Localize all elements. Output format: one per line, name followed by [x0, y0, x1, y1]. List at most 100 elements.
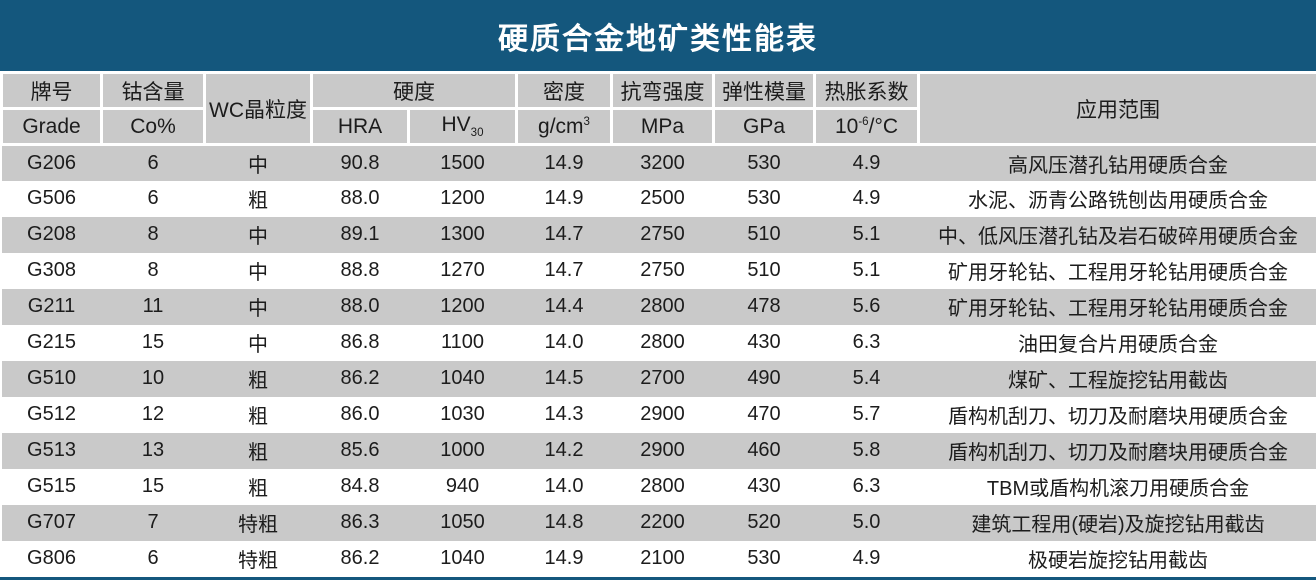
cell-co-content: 8: [147, 223, 159, 245]
cell-grade: G211: [27, 295, 76, 317]
cell-hv: 1200: [440, 187, 485, 209]
cell-co-content: 6: [147, 187, 159, 209]
cell-hv: 1030: [440, 403, 485, 425]
cell-grade: G208: [27, 223, 76, 245]
cell-grade: G308: [27, 259, 76, 281]
cell-grade: G512: [27, 403, 76, 425]
cell-flexural-strength: 2750: [640, 259, 685, 281]
cell-elastic-modulus: 510: [747, 223, 781, 245]
cell-hra: 85.6: [340, 439, 380, 461]
cell-wc-grain: 特粗: [238, 514, 278, 536]
cell-application: 矿用牙轮钻、工程用牙轮钻用硬质合金: [948, 262, 1288, 284]
cell-flexural-strength: 2700: [640, 367, 685, 389]
page-title: 硬质合金地矿类性能表: [498, 22, 818, 56]
cell-hra: 90.8: [340, 151, 380, 174]
cell-hra: 89.1: [340, 223, 380, 245]
thermal-rest: /°C: [868, 114, 899, 138]
cell-hra: 86.3: [340, 511, 380, 533]
cell-hra: 86.0: [340, 403, 380, 425]
cell-elastic-modulus: 430: [747, 475, 781, 497]
cell-application: 中、低风压潜孔钻及岩石破碎用硬质合金: [938, 226, 1298, 248]
cell-hra: 86.8: [340, 331, 380, 353]
cell-flexural-strength: 2500: [640, 187, 685, 209]
table-row: G206 6 中 90.8 1500 14.9 3200 530 4.9 高风压…: [1, 144, 1316, 181]
cell-elastic-modulus: 530: [747, 547, 781, 569]
title-banner: 硬质合金地矿类性能表: [0, 0, 1316, 71]
cell-flexural-strength: 2200: [640, 511, 685, 533]
cell-application: 高风压潜孔钻用硬质合金: [1008, 154, 1228, 177]
header-thermal-expansion: 热胀系数: [813, 71, 920, 110]
bottom-accent-bar: [0, 576, 1316, 580]
performance-table: 牌号 钴含量 WC晶粒度 硬度 密度 抗弯强度 弹性模量 热胀系数 应用范围 G…: [0, 71, 1316, 577]
header-hv: HV30: [407, 107, 518, 146]
cell-application: 建筑工程用(硬岩)及旋挖钻用截齿: [971, 514, 1265, 536]
cell-density: 14.9: [544, 547, 584, 569]
cell-thermal-expansion: 5.1: [852, 223, 881, 245]
cell-application: 极硬岩旋挖钻用截齿: [1028, 550, 1208, 572]
cell-elastic-modulus: 430: [747, 331, 781, 353]
table-row: G308 8 中 88.8 1270 14.7 2750 510 5.1 矿用牙…: [1, 252, 1316, 289]
cell-wc-grain: 中: [248, 262, 268, 284]
cell-flexural-strength: 2800: [640, 331, 685, 353]
table-row: G215 15 中 86.8 1100 14.0 2800 430 6.3 油田…: [1, 324, 1316, 361]
cell-wc-grain: 粗: [248, 370, 268, 392]
cell-hra: 84.8: [340, 475, 380, 497]
cell-hv: 1040: [440, 547, 485, 569]
cell-elastic-modulus: 510: [747, 259, 781, 281]
cell-hv: 1300: [440, 223, 485, 245]
header-elastic-modulus: 弹性模量: [712, 71, 816, 110]
cell-density: 14.7: [544, 259, 584, 281]
cell-density: 14.0: [544, 331, 584, 353]
cell-flexural-strength: 2900: [640, 403, 685, 425]
cell-hra: 86.2: [340, 547, 380, 569]
thermal-sup: -6: [858, 115, 869, 128]
cell-application: 盾构机刮刀、切刀及耐磨块用硬质合金: [948, 406, 1288, 428]
cell-thermal-expansion: 5.6: [852, 295, 881, 317]
cell-application: 矿用牙轮钻、工程用牙轮钻用硬质合金: [948, 298, 1288, 320]
header-hardness: 硬度: [310, 71, 518, 110]
cell-hv: 940: [445, 475, 480, 497]
cell-hra: 88.0: [340, 295, 380, 317]
cell-hv: 1000: [440, 439, 485, 461]
cell-application: 盾构机刮刀、切刀及耐磨块用硬质合金: [948, 442, 1288, 464]
cell-hv: 1500: [440, 151, 485, 174]
cell-density: 14.2: [544, 439, 584, 461]
header-modulus-unit: GPa: [712, 107, 816, 146]
cell-density: 14.7: [544, 223, 584, 245]
hv-base: HV: [441, 113, 471, 137]
cell-hra: 86.2: [340, 367, 380, 389]
cell-density: 14.0: [544, 475, 584, 497]
cell-elastic-modulus: 470: [747, 403, 781, 425]
header-density: 密度: [515, 71, 613, 110]
cell-density: 14.9: [544, 151, 584, 174]
table-row: G707 7 特粗 86.3 1050 14.8 2200 520 5.0 建筑…: [1, 504, 1316, 541]
cell-flexural-strength: 2800: [640, 475, 685, 497]
cell-hra: 88.8: [340, 259, 380, 281]
table-row: G208 8 中 89.1 1300 14.7 2750 510 5.1 中、低…: [1, 216, 1316, 253]
thermal-base: 10: [834, 114, 859, 138]
cell-thermal-expansion: 5.0: [852, 511, 881, 533]
cell-co-content: 15: [141, 475, 165, 497]
cell-density: 14.4: [544, 295, 584, 317]
cell-thermal-expansion: 5.1: [852, 259, 881, 281]
cell-hv: 1100: [440, 331, 484, 353]
cell-grade: G206: [27, 151, 76, 174]
cell-density: 14.8: [544, 511, 584, 533]
header-row-1: 牌号 钴含量 WC晶粒度 硬度 密度 抗弯强度 弹性模量 热胀系数 应用范围: [0, 71, 1316, 146]
cell-hv: 1050: [440, 511, 485, 533]
cell-thermal-expansion: 6.3: [852, 331, 881, 353]
cell-grade: G506: [27, 187, 76, 209]
cell-thermal-expansion: 4.9: [852, 187, 881, 209]
cell-co-content: 6: [147, 151, 159, 174]
density-unit-base: g/cm: [538, 114, 584, 138]
cell-hv: 1040: [440, 367, 485, 389]
cell-thermal-expansion: 4.9: [852, 151, 881, 174]
cell-elastic-modulus: 478: [747, 295, 781, 317]
cell-hv: 1270: [440, 259, 485, 281]
cell-elastic-modulus: 530: [747, 151, 781, 174]
cell-grade: G513: [27, 439, 76, 461]
table-row: G513 13 粗 85.6 1000 14.2 2900 460 5.8 盾构…: [1, 432, 1316, 469]
cell-co-content: 8: [147, 259, 159, 281]
hv-subscript: 30: [470, 127, 484, 140]
cell-elastic-modulus: 490: [747, 367, 781, 389]
